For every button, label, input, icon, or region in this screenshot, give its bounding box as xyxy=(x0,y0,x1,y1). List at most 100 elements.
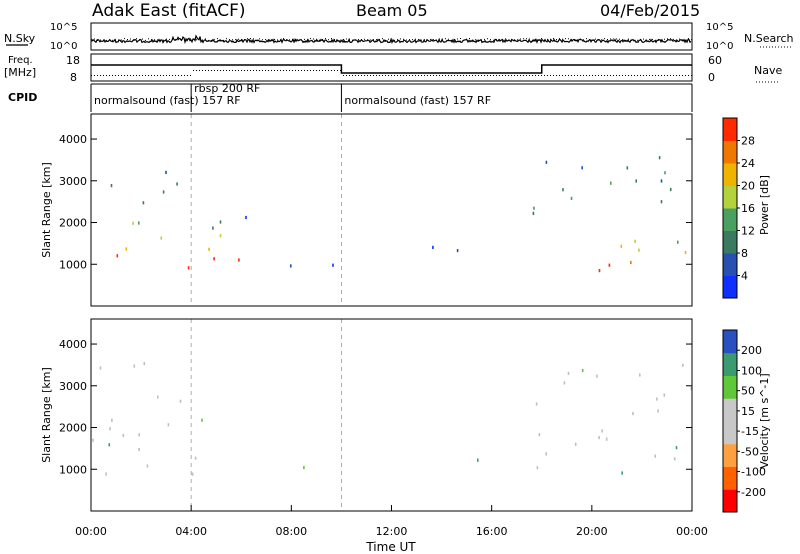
velocity-pixel xyxy=(133,364,136,368)
nave-dot xyxy=(433,75,434,76)
velocity-colorbar-swatch xyxy=(723,375,737,399)
nsearch-dot xyxy=(295,38,296,40)
nsearch-dot xyxy=(631,39,632,41)
nave-dot xyxy=(445,75,446,76)
nave-dot xyxy=(310,70,311,71)
nsearch-dot xyxy=(610,38,611,40)
velocity-pixel xyxy=(639,373,641,377)
nave-dot xyxy=(127,75,128,76)
power-colorbar-label: Power [dB] xyxy=(758,175,771,235)
power-pixel xyxy=(638,248,640,252)
nsky-tick-top: 10^5 xyxy=(50,22,77,33)
nave-dot xyxy=(601,75,602,76)
nave-dot xyxy=(199,70,200,71)
nsearch-dot xyxy=(322,38,323,40)
power-pixel xyxy=(125,247,128,251)
power-pixel xyxy=(132,221,134,225)
nsearch-dot xyxy=(511,38,512,40)
nsearch-dot xyxy=(163,39,164,41)
nsearch-dot xyxy=(193,38,194,40)
nave-dot xyxy=(619,75,620,76)
nsearch-dot xyxy=(208,39,209,41)
nave-dot xyxy=(496,75,497,76)
nsearch-dot xyxy=(361,39,362,41)
power-colorbar-tick-label: 28 xyxy=(741,135,755,148)
nave-dot xyxy=(214,70,215,71)
nsearch-dot xyxy=(592,39,593,41)
nave-dot xyxy=(541,75,542,76)
nave-dot xyxy=(394,75,395,76)
station-title: Adak East (fitACF) xyxy=(92,1,246,21)
nave-dot xyxy=(625,75,626,76)
power-region xyxy=(110,170,178,205)
nave-dot xyxy=(400,75,401,76)
power-pixel xyxy=(610,181,612,185)
power-region xyxy=(432,245,459,253)
velocity-colorbar-tick-label: -15 xyxy=(741,425,759,438)
nsearch-tick-top: 10^5 xyxy=(706,22,733,33)
nsky-trace xyxy=(90,34,692,45)
nave-dot xyxy=(580,75,581,76)
nave-dot xyxy=(358,75,359,76)
cpid-label: CPID xyxy=(8,91,37,104)
nsearch-dot xyxy=(280,39,281,41)
nsearch-dot xyxy=(667,38,668,40)
nave-dot xyxy=(691,75,692,76)
beam-title: Beam 05 xyxy=(356,1,428,20)
nave-dot xyxy=(370,75,371,76)
power-y-tick-label: 1000 xyxy=(59,258,87,271)
nsearch-dot xyxy=(178,39,179,41)
time-tick-label: 04:00 xyxy=(175,525,207,538)
nsearch-dot xyxy=(469,38,470,40)
nave-dot xyxy=(502,75,503,76)
nave-dot xyxy=(466,75,467,76)
nsearch-dot xyxy=(343,38,344,40)
nave-dot xyxy=(679,75,680,76)
power-colorbar-swatch xyxy=(723,118,737,141)
nsky-panel: N.Sky 10^5 10^0 10^5 10^0 N.Search xyxy=(4,22,794,52)
nave-dot xyxy=(595,75,596,76)
nsearch-dot xyxy=(652,39,653,41)
nsearch-dot xyxy=(604,38,605,40)
nsearch-dot xyxy=(577,39,578,41)
nsearch-dot xyxy=(334,39,335,41)
nsearch-dot xyxy=(655,39,656,41)
nave-dot xyxy=(640,75,641,76)
nsearch-dot xyxy=(121,39,122,41)
nave-dot xyxy=(160,75,161,76)
nave-dot xyxy=(283,70,284,71)
power-panel: 1000 2000 3000 4000 Slant Range [km] xyxy=(40,113,693,307)
nave-dot xyxy=(427,75,428,76)
nsearch-dot xyxy=(523,38,524,40)
nave-dot xyxy=(442,75,443,76)
nsearch-dot xyxy=(352,39,353,41)
nsearch-label: N.Search xyxy=(744,32,794,45)
power-pixel xyxy=(110,184,113,188)
velocity-colorbar-tick-label: -50 xyxy=(741,445,759,458)
power-colorbar-swatch xyxy=(723,253,737,276)
velocity-pixel xyxy=(598,436,600,440)
nave-dot xyxy=(454,75,455,76)
nave-dot xyxy=(490,75,491,76)
nave-dot xyxy=(322,70,323,71)
velocity-pixel xyxy=(167,423,170,427)
nsearch-dot xyxy=(136,38,137,40)
nsearch-dot xyxy=(94,38,95,40)
nave-dot xyxy=(298,70,299,71)
power-pixel xyxy=(570,196,573,200)
nsearch-dot xyxy=(418,39,419,41)
nsearch-dot xyxy=(298,39,299,41)
nave-dot xyxy=(607,75,608,76)
velocity-colorbar-tick-label: -200 xyxy=(741,486,766,499)
nsearch-dot xyxy=(391,38,392,40)
nsearch-dot xyxy=(172,38,173,40)
power-colorbar-tick-label: 4 xyxy=(741,270,748,283)
nsearch-dot xyxy=(304,38,305,40)
time-tick-label: 08:00 xyxy=(275,525,307,538)
nave-dot xyxy=(439,75,440,76)
velocity-pixel xyxy=(682,363,684,367)
nsearch-dot xyxy=(475,39,476,41)
nave-dot xyxy=(193,70,194,71)
velocity-region xyxy=(535,363,693,475)
